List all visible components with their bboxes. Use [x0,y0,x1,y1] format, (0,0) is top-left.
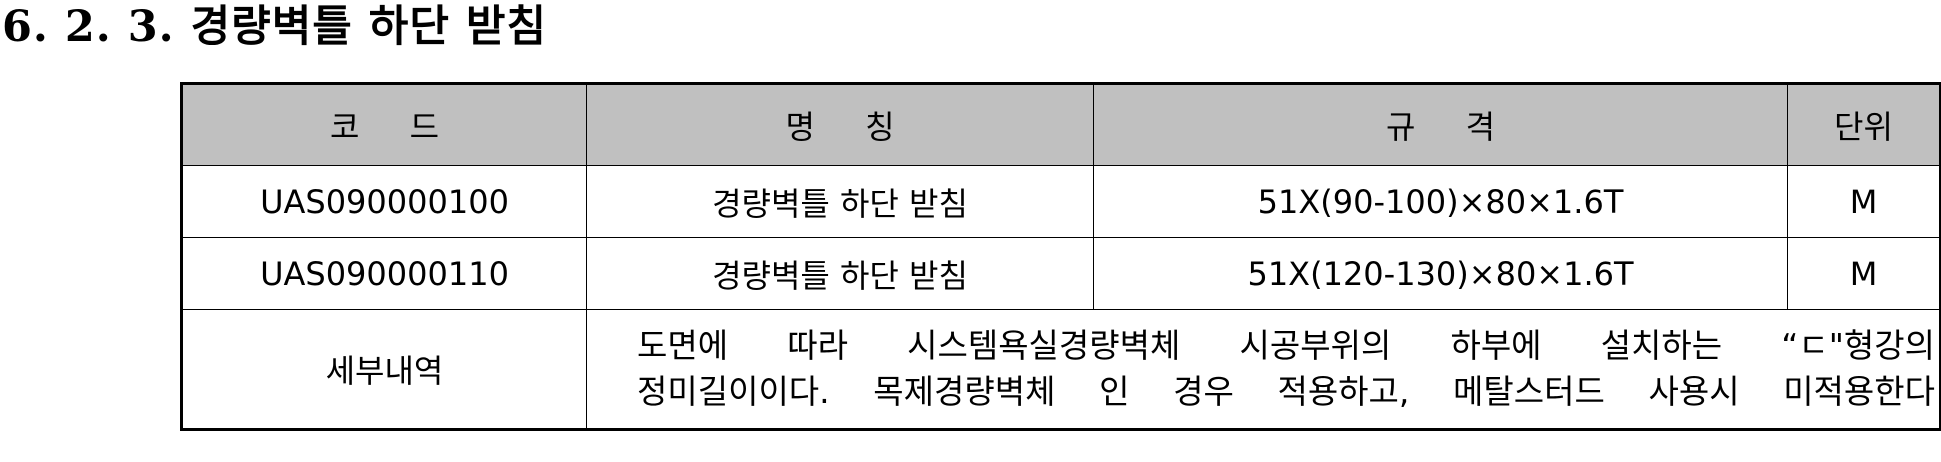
cell-code: UAS090000100 [181,165,587,238]
cell-unit: M [1787,165,1941,238]
detail-line-1: 도면에 따라 시스템욕실경량벽체 시공부위의 하부에 설치하는 “ㄷ"형강의 [637,326,1935,365]
table-row: UAS090000100 경량벽틀 하단 받침 51X(90-100)×80×1… [181,165,1941,238]
cell-spec: 51X(120-130)×80×1.6T [1093,237,1788,310]
cell-code: UAS090000110 [181,237,587,310]
table-row: UAS090000110 경량벽틀 하단 받침 51X(120-130)×80×… [181,237,1941,310]
header-name: 명 칭 [586,83,1094,166]
cell-name: 경량벽틀 하단 받침 [586,237,1094,310]
header-code: 코 드 [181,83,587,166]
cell-name: 경량벽틀 하단 받침 [586,165,1094,238]
detail-row: 세부내역 도면에 따라 시스템욕실경량벽체 시공부위의 하부에 설치하는 “ㄷ"… [181,309,1941,430]
table-header-row: 코 드 명 칭 규 격 단위 [181,83,1941,166]
cell-spec: 51X(90-100)×80×1.6T [1093,165,1788,238]
header-unit: 단위 [1787,83,1941,166]
detail-description: 도면에 따라 시스템욕실경량벽체 시공부위의 하부에 설치하는 “ㄷ"형강의 정… [586,309,1941,430]
header-spec: 규 격 [1093,83,1788,166]
section-heading: 6. 2. 3. 경량벽틀 하단 받침 [2,2,547,52]
detail-label: 세부내역 [181,309,587,430]
detail-line-2: 정미길이이다. 목제경량벽체 인 경우 적용하고, 메탈스터드 사용시 미적용한… [637,372,1935,411]
spec-table: 코 드 명 칭 규 격 단위 UAS090000100 경량벽틀 하단 받침 5… [180,82,1941,431]
cell-unit: M [1787,237,1941,310]
